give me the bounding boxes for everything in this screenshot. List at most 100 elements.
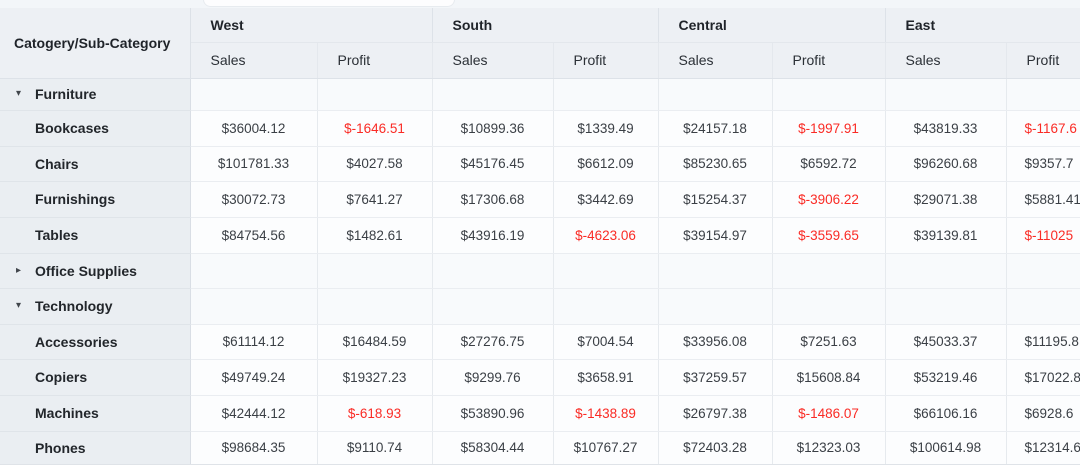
value-cell: $7251.63 bbox=[772, 324, 886, 360]
value-cell bbox=[658, 288, 773, 325]
value-cell: $3442.69 bbox=[553, 181, 659, 218]
value-cell bbox=[190, 78, 318, 111]
row-label-cell: Phones bbox=[0, 431, 191, 465]
value-cell bbox=[885, 288, 1007, 325]
value-cell: $-3906.22 bbox=[772, 181, 886, 218]
value-cell: $-1997.91 bbox=[772, 110, 886, 147]
value-cell: $33956.08 bbox=[658, 324, 773, 360]
region-header-central: Central bbox=[658, 8, 886, 43]
column-header-south-profit: Profit bbox=[553, 42, 659, 79]
value-cell: $72403.28 bbox=[658, 431, 773, 465]
value-cell bbox=[772, 253, 886, 289]
value-cell: $53219.46 bbox=[885, 359, 1007, 396]
row-label-cell: Furnishings bbox=[0, 181, 191, 218]
row-label: Accessories bbox=[35, 333, 118, 350]
value-cell: $-1438.89 bbox=[553, 395, 659, 432]
value-cell: $-3559.65 bbox=[772, 217, 886, 254]
value-cell: $12314.6 bbox=[1006, 431, 1080, 465]
value-cell: $39139.81 bbox=[885, 217, 1007, 254]
row-label-cell[interactable]: ▾ Technology bbox=[0, 288, 191, 325]
value-cell: $9357.7 bbox=[1006, 146, 1080, 182]
value-cell: $9299.76 bbox=[432, 359, 554, 396]
value-cell: $6928.6 bbox=[1006, 395, 1080, 432]
value-cell bbox=[317, 253, 433, 289]
value-cell bbox=[190, 253, 318, 289]
value-cell: $-11025 bbox=[1006, 217, 1080, 254]
value-cell: $6592.72 bbox=[772, 146, 886, 182]
row-label-cell: Chairs bbox=[0, 146, 191, 182]
row-label: Tables bbox=[35, 227, 79, 243]
value-cell bbox=[658, 253, 773, 289]
row-label-cell[interactable]: ▾ Furniture bbox=[0, 78, 191, 111]
table-row: ▾ Furniture bbox=[0, 78, 1080, 111]
value-cell: $45176.45 bbox=[432, 146, 554, 182]
value-cell: $17022.8 bbox=[1006, 359, 1080, 396]
row-label-cell[interactable]: ▸ Office Supplies bbox=[0, 253, 191, 289]
value-cell: $-4623.06 bbox=[553, 217, 659, 254]
value-cell: $84754.56 bbox=[190, 217, 318, 254]
column-header-east-sales: Sales bbox=[885, 42, 1007, 79]
region-header-west: West bbox=[190, 8, 433, 43]
region-header-south: South bbox=[432, 8, 659, 43]
value-cell: $98684.35 bbox=[190, 431, 318, 465]
value-cell: $6612.09 bbox=[553, 146, 659, 182]
scrollbar-thumb[interactable] bbox=[203, 0, 455, 7]
value-cell: $17306.68 bbox=[432, 181, 554, 218]
table-row: Accessories $61114.12 $16484.59 $27276.75 $… bbox=[0, 324, 1080, 360]
value-cell bbox=[1006, 78, 1080, 111]
value-cell: $16484.59 bbox=[317, 324, 433, 360]
value-cell: $39154.97 bbox=[658, 217, 773, 254]
row-label-cell: Tables bbox=[0, 217, 191, 254]
value-cell bbox=[1006, 253, 1080, 289]
value-cell: $96260.68 bbox=[885, 146, 1007, 182]
table-row: Tables $84754.56 $1482.61 $43916.19 $-4623.… bbox=[0, 217, 1080, 254]
value-cell: $3658.91 bbox=[553, 359, 659, 396]
pivot-table: Catogery/Sub-Category West South Central… bbox=[0, 8, 1080, 465]
triangle-down-icon[interactable]: ▾ bbox=[16, 88, 22, 99]
column-header-east-profit: Profit bbox=[1006, 42, 1080, 79]
column-header-central-profit: Profit bbox=[772, 42, 886, 79]
row-label: Furnishings bbox=[35, 191, 116, 207]
value-cell: $1482.61 bbox=[317, 217, 433, 254]
value-cell: $-1646.51 bbox=[317, 110, 433, 147]
value-cell: $-1486.07 bbox=[772, 395, 886, 432]
column-header-central-sales: Sales bbox=[658, 42, 773, 79]
region-header-row: Catogery/Sub-Category West South Central… bbox=[0, 8, 1080, 79]
value-cell: $101781.33 bbox=[190, 146, 318, 182]
top-strip bbox=[0, 0, 1080, 8]
value-cell: $7004.54 bbox=[553, 324, 659, 360]
value-cell: $42444.12 bbox=[190, 395, 318, 432]
value-cell bbox=[432, 253, 554, 289]
value-cell: $24157.18 bbox=[658, 110, 773, 147]
table-row: ▸ Office Supplies bbox=[0, 253, 1080, 289]
value-cell: $61114.12 bbox=[190, 324, 318, 360]
row-label: Office Supplies bbox=[35, 262, 137, 279]
table-row: Chairs $101781.33 $4027.58 $45176.45 $6612.… bbox=[0, 146, 1080, 182]
table-row: Bookcases $36004.12 $-1646.51 $10899.36 $13… bbox=[0, 110, 1080, 147]
row-label: Technology bbox=[35, 298, 113, 314]
triangle-right-icon[interactable]: ▸ bbox=[16, 264, 22, 276]
triangle-down-icon[interactable]: ▾ bbox=[16, 300, 22, 311]
value-cell: $53890.96 bbox=[432, 395, 554, 432]
value-cell bbox=[772, 288, 886, 325]
value-cell bbox=[1006, 288, 1080, 325]
value-cell: $30072.73 bbox=[190, 181, 318, 218]
value-cell: $-1167.6 bbox=[1006, 110, 1080, 147]
row-label: Phones bbox=[35, 439, 86, 456]
table-row: Furnishings $30072.73 $7641.27 $17306.68 $3… bbox=[0, 181, 1080, 218]
column-header-south-sales: Sales bbox=[432, 42, 554, 79]
value-cell: $7641.27 bbox=[317, 181, 433, 218]
column-header-west-sales: Sales bbox=[190, 42, 318, 79]
value-cell: $10899.36 bbox=[432, 110, 554, 147]
table-row: Phones $98684.35 $9110.74 $58304.44 $10767.… bbox=[0, 431, 1080, 465]
value-cell: $26797.38 bbox=[658, 395, 773, 432]
value-cell: $85230.65 bbox=[658, 146, 773, 182]
row-label: Copiers bbox=[35, 369, 88, 385]
value-cell: $45033.37 bbox=[885, 324, 1007, 360]
value-cell bbox=[772, 78, 886, 111]
value-cell: $29071.38 bbox=[885, 181, 1007, 218]
value-cell: $15254.37 bbox=[658, 181, 773, 218]
value-cell bbox=[658, 78, 773, 111]
row-label: Machines bbox=[35, 405, 99, 421]
